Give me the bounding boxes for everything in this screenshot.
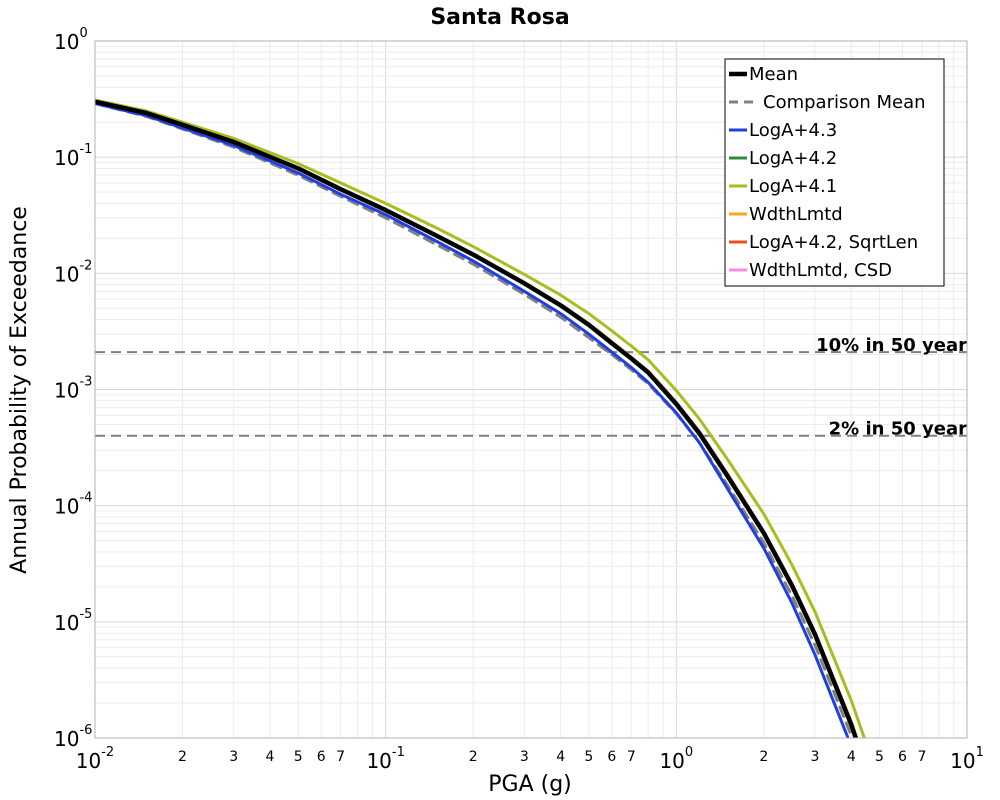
x-minor-tick-label: 2 (469, 749, 478, 765)
x-minor-tick-label: 2 (759, 749, 768, 765)
data-series (95, 98, 866, 738)
x-tick-label: 101 (950, 745, 984, 773)
reference-line-label: 2% in 50 year (829, 419, 967, 440)
x-minor-tick-label: 7 (627, 749, 636, 765)
x-minor-tick-label: 3 (229, 749, 238, 765)
x-minor-tick-label: 7 (918, 749, 927, 765)
x-minor-tick-label: 6 (317, 749, 326, 765)
x-minor-tick-label: 5 (294, 749, 303, 765)
series-line (95, 102, 854, 738)
x-minor-tick-label: 4 (556, 749, 565, 765)
y-axis-label: Annual Probability of Exceedance (7, 206, 32, 574)
y-tick-label: 10-6 (54, 723, 92, 751)
x-minor-tick-label: 6 (607, 749, 616, 765)
legend-entry-label: LogA+4.1 (749, 176, 837, 197)
y-tick-label: 10-5 (54, 607, 92, 635)
x-axis-label: PGA (g) (488, 772, 572, 797)
legend-entry-label: WdthLmtd, CSD (749, 260, 892, 281)
y-tick-label: 10-4 (54, 491, 92, 519)
legend-entry-label: LogA+4.3 (749, 120, 837, 141)
plot-frame (94, 40, 968, 739)
y-tick-label: 10-3 (54, 375, 92, 403)
series-line (95, 98, 866, 738)
x-minor-tick-label: 7 (336, 749, 345, 765)
legend-entry-label: Mean (749, 64, 798, 85)
x-minor-tick-label: 5 (584, 749, 593, 765)
x-tick-label: 10-1 (366, 745, 404, 773)
x-minor-tick-label: 3 (520, 749, 529, 765)
legend-box (724, 58, 945, 287)
x-tick-label: 100 (659, 745, 693, 773)
x-minor-tick-label: 3 (811, 749, 820, 765)
legend-entry-label: Comparison Mean (763, 92, 926, 113)
grid (94, 41, 967, 739)
y-tick-label: 10-1 (54, 142, 92, 170)
y-tick-label: 100 (54, 26, 88, 54)
reference-lines: 10% in 50 year 2% in 50 year (95, 335, 967, 440)
chart-title: Santa Rosa (430, 5, 569, 30)
y-tick-label: 10-2 (54, 258, 92, 286)
legend-entry-label: WdthLmtd (749, 204, 843, 225)
x-minor-tick-label: 2 (178, 749, 187, 765)
legend-entry-label: LogA+4.2, SqrtLen (749, 232, 918, 253)
x-minor-tick-label: 4 (266, 749, 275, 765)
x-minor-tick-label: 6 (898, 749, 907, 765)
x-minor-tick-label: 4 (847, 749, 856, 765)
x-tick-label: 10-2 (76, 745, 114, 773)
series-line (95, 99, 859, 738)
legend: Mean Comparison Mean LogA+4.3 LogA+4.2 LogA+… (724, 58, 945, 287)
legend-entry-label: LogA+4.2 (749, 148, 837, 169)
series-line (95, 102, 850, 738)
x-minor-tick-label: 5 (875, 749, 884, 765)
reference-line-label: 10% in 50 year (816, 335, 967, 356)
